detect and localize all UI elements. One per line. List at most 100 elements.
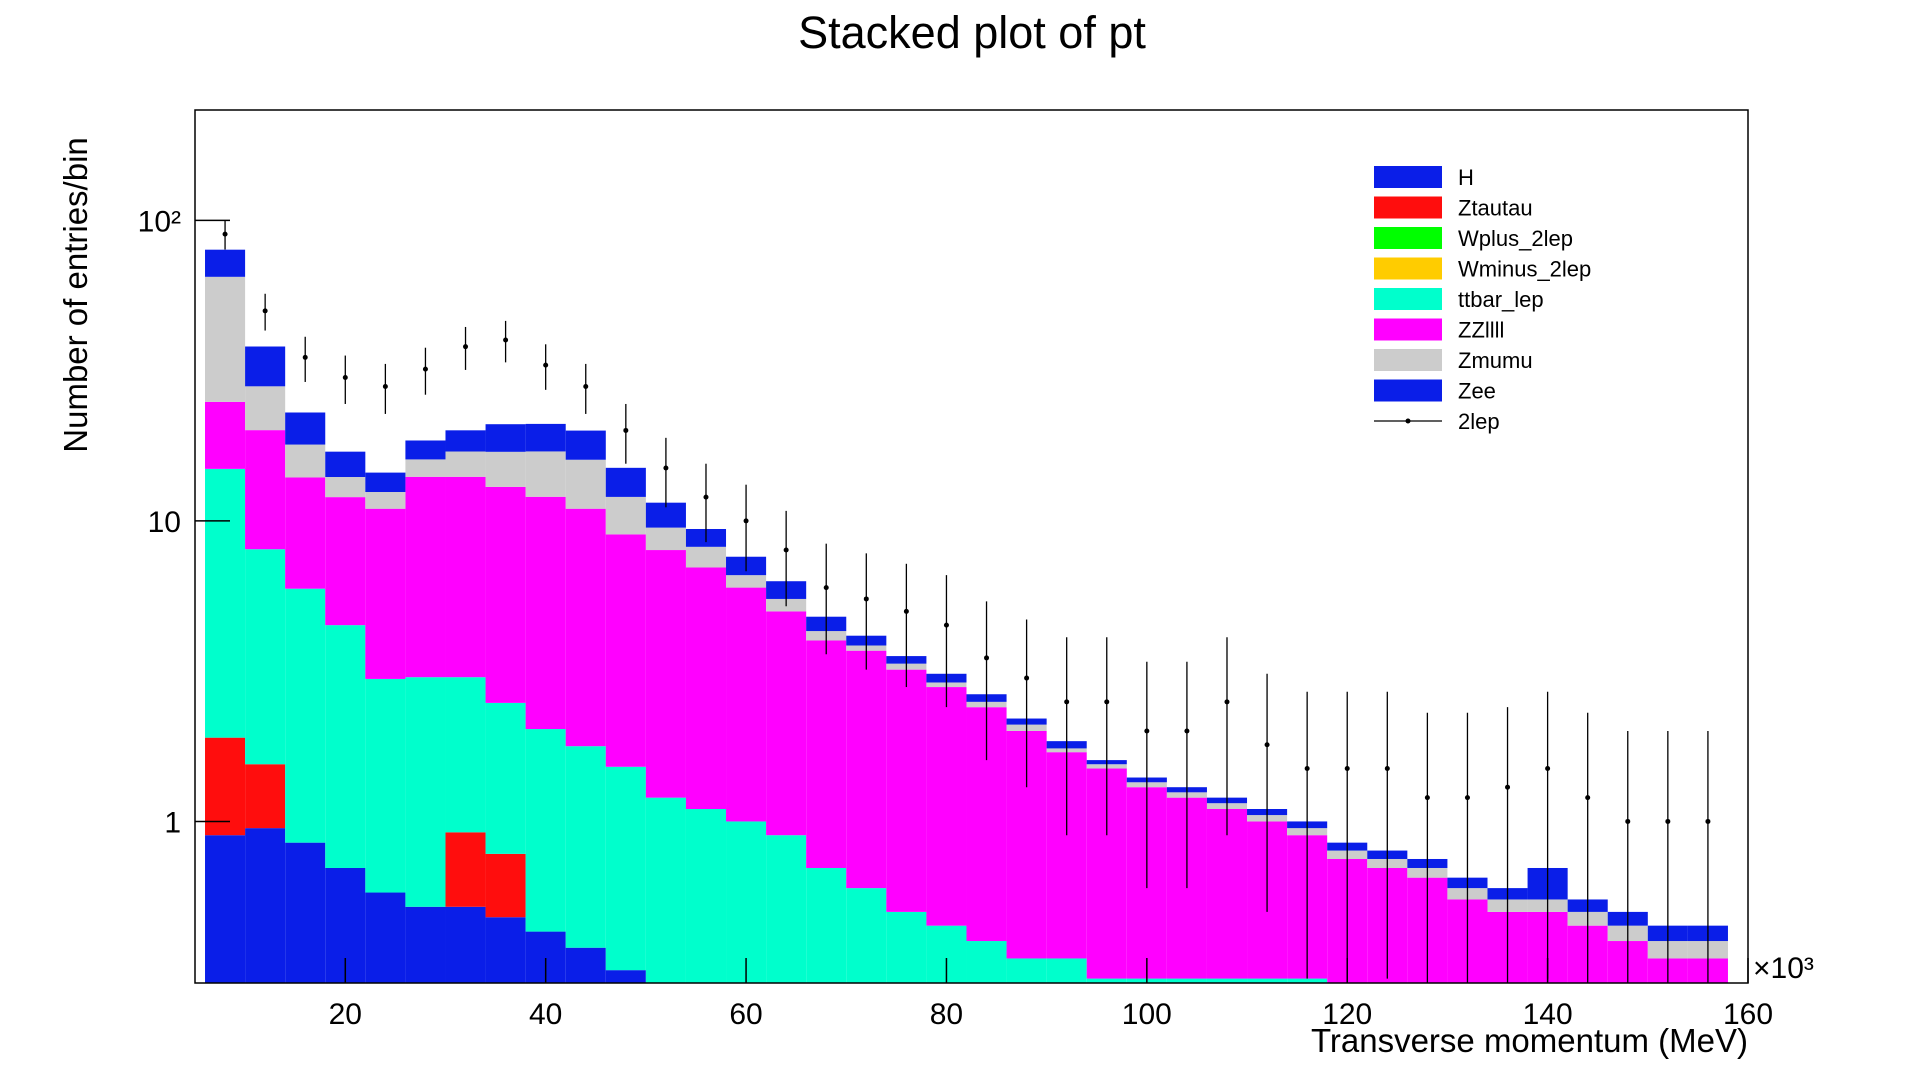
histogram-bar: [285, 588, 326, 843]
data-point: [1344, 766, 1350, 772]
data-point: [1384, 766, 1390, 772]
data-point: [503, 337, 509, 343]
histogram-bar: [726, 587, 767, 822]
x-tick-label: 160: [1723, 998, 1773, 1031]
data-point: [1184, 728, 1190, 734]
legend-label: H: [1458, 165, 1474, 190]
histogram-bar: [445, 430, 486, 452]
legend-label: 2lep: [1458, 409, 1500, 434]
y-tick-label: 10: [148, 506, 181, 539]
legend-swatch: [1374, 227, 1442, 249]
legend-swatch: [1374, 318, 1442, 341]
legend-label: ZZllll: [1458, 318, 1504, 343]
histogram-bar: [966, 941, 1007, 983]
histogram-bar: [806, 867, 847, 983]
histogram-bar: [365, 472, 406, 493]
histogram-bar: [645, 550, 686, 798]
histogram-bar: [245, 430, 286, 550]
histogram-bar: [245, 828, 286, 983]
histogram-bar: [205, 737, 246, 836]
histogram-bar: [926, 687, 967, 926]
legend-label: ttbar_lep: [1458, 287, 1544, 312]
data-point: [1625, 818, 1631, 824]
y-axis-label: Number of entries/bin: [57, 137, 94, 452]
histogram-bar: [565, 746, 606, 948]
histogram-bar: [365, 892, 406, 983]
data-point: [222, 231, 228, 237]
data-point: [903, 608, 909, 614]
data-point: [783, 547, 789, 553]
y-tick-label: 1: [164, 806, 181, 839]
histogram-bar: [766, 835, 807, 983]
plot-area: [205, 220, 1728, 983]
histogram-bar: [205, 249, 246, 277]
legend-swatch: [1374, 196, 1442, 219]
data-point: [943, 622, 949, 628]
data-point: [1144, 728, 1150, 734]
x-tick-label: 140: [1523, 998, 1573, 1031]
histogram-bar: [685, 567, 727, 810]
histogram-bar: [405, 459, 446, 477]
histogram-bar: [445, 832, 486, 907]
histogram-bar: [605, 766, 646, 971]
data-point: [583, 384, 589, 390]
data-point: [1505, 784, 1511, 790]
x-tick-label: 120: [1322, 998, 1372, 1031]
histogram-bar: [405, 906, 446, 983]
legend: H Ztautau Wplus_2lep Wminus_2lep ttbar_lep ZZ…: [1374, 165, 1591, 434]
histogram-bar: [846, 888, 887, 983]
legend-marker: [1405, 418, 1411, 424]
histogram-bar: [605, 496, 646, 535]
histogram-bar: [445, 476, 486, 678]
histogram-bar: [365, 508, 406, 679]
histogram-bar: [565, 459, 606, 509]
legend-swatch: [1374, 166, 1442, 188]
legend-swatch: [1374, 257, 1442, 280]
legend-label: Ztautau: [1458, 196, 1533, 221]
histogram-bar: [445, 677, 486, 833]
data-point: [1545, 766, 1551, 772]
x-tick-label: 40: [529, 998, 562, 1031]
x-tick-label: 60: [729, 998, 762, 1031]
data-point: [743, 518, 749, 524]
histogram-bar: [605, 970, 646, 983]
histogram-bar: [205, 276, 246, 402]
legend-swatch: [1374, 349, 1442, 371]
x-tick-label: 80: [930, 998, 963, 1031]
histogram-bar: [886, 911, 927, 983]
legend-label: Zmumu: [1458, 348, 1533, 373]
legend-label: Wplus_2lep: [1458, 226, 1573, 251]
histogram-bar: [485, 486, 526, 703]
histogram-bar: [846, 650, 887, 889]
histogram-bar: [485, 702, 526, 854]
histogram-bar: [285, 842, 326, 983]
data-point: [703, 494, 709, 500]
histogram-bar: [285, 412, 326, 445]
histogram-bar: [1206, 809, 1248, 979]
data-point: [623, 427, 629, 433]
x-tick-label: 20: [329, 998, 362, 1031]
histogram-bar: [605, 534, 646, 767]
histogram-bar: [525, 729, 566, 932]
histogram-bar: [565, 508, 606, 747]
histogram-bar: [485, 424, 526, 452]
histogram-bar: [525, 423, 566, 452]
histogram-bar: [245, 386, 286, 431]
histogram-bar: [365, 678, 406, 893]
histogram-bar: [365, 492, 406, 509]
histogram-bar: [325, 625, 366, 868]
data-point: [422, 366, 428, 372]
data-point: [1665, 818, 1671, 824]
chart-title: Stacked plot of pt: [798, 7, 1146, 58]
data-point: [863, 596, 869, 602]
histogram-bar: [445, 906, 486, 983]
histogram-bar: [1287, 978, 1328, 983]
histogram-bar: [325, 451, 366, 478]
data-point: [823, 585, 829, 591]
histogram-bar: [245, 549, 286, 765]
histogram-bar: [205, 468, 246, 738]
histogram-bar: [525, 451, 566, 497]
histogram-bar: [685, 546, 727, 568]
data-point: [1705, 818, 1711, 824]
legend-swatch: [1374, 379, 1442, 402]
